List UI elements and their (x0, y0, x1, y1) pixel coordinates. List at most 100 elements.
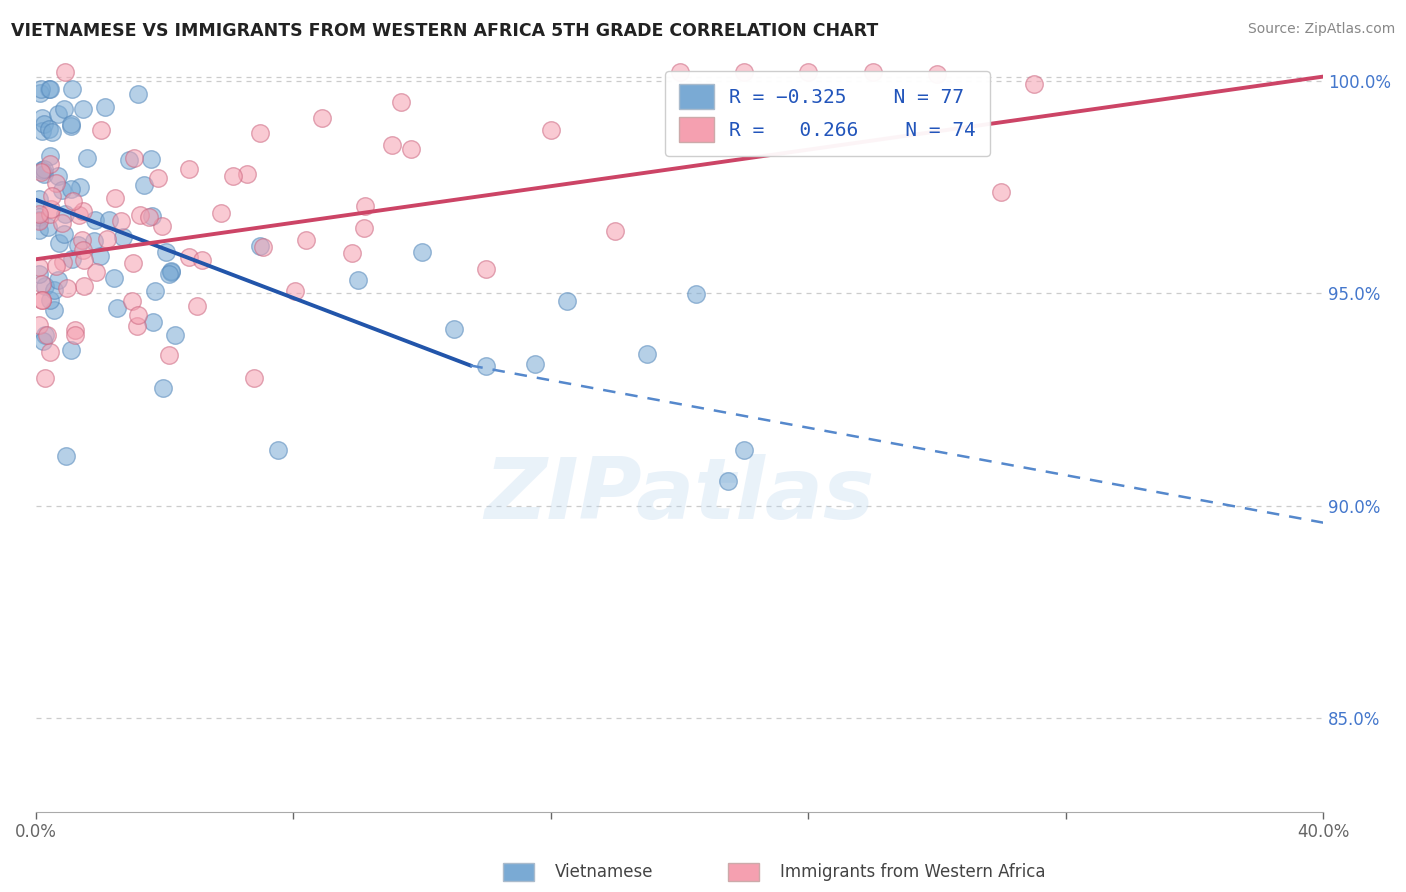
Point (39, 157, 62, 171)
Point (252, 240, 274, 254)
Point (117, 153, 139, 168)
Point (83, 234, 105, 248)
Point (523, 357, 546, 371)
Point (399, 142, 422, 156)
Point (346, 273, 368, 287)
Point (121, 294, 143, 309)
Point (51, 183, 73, 197)
Point (53, 65, 76, 79)
Point (443, 322, 465, 336)
Point (28, 207, 51, 221)
Point (28, 260, 51, 274)
Point (990, 185, 1012, 199)
Point (41, 202, 63, 216)
Point (48, 273, 70, 287)
Point (62, 82, 84, 96)
Point (28, 192, 51, 206)
Point (159, 263, 181, 277)
Point (134, 178, 156, 192)
Point (28, 213, 51, 227)
Point (475, 359, 498, 374)
Point (295, 233, 318, 247)
Point (125, 318, 148, 333)
Point (685, 286, 707, 301)
Point (249, 126, 271, 140)
Point (55, 449, 77, 463)
Point (73, 279, 96, 293)
Point (139, 152, 162, 166)
Point (59, 117, 82, 131)
Point (72, 102, 94, 116)
Point (353, 221, 375, 235)
Point (60, 343, 83, 357)
Point (48, 235, 70, 250)
Point (209, 206, 232, 220)
Point (28, 318, 51, 332)
Point (381, 138, 404, 153)
Point (389, 95, 412, 109)
Point (605, 224, 627, 238)
Point (38, 82, 60, 96)
Point (84, 213, 107, 227)
Point (146, 171, 169, 186)
Point (38, 121, 60, 136)
Point (41, 189, 63, 203)
Point (72, 203, 94, 218)
Point (129, 208, 152, 222)
Text: Vietnamese: Vietnamese (555, 863, 654, 881)
Point (53, 207, 76, 221)
Point (157, 267, 180, 281)
Point (28, 268, 51, 282)
Point (32, 334, 55, 349)
Point (34, 327, 56, 342)
Point (42, 303, 65, 318)
Point (65, 328, 87, 343)
Point (122, 151, 145, 165)
Point (249, 239, 271, 253)
Point (39, 293, 62, 308)
Point (141, 210, 163, 224)
Point (105, 301, 128, 316)
Point (90, 123, 112, 137)
Legend: R = −0.325    N = 77, R =   0.266    N = 74: R = −0.325 N = 77, R = 0.266 N = 74 (665, 70, 990, 156)
Point (55, 281, 77, 295)
Point (52, 255, 75, 269)
Point (32, 167, 55, 181)
Point (38, 344, 60, 359)
Point (733, 442, 755, 457)
Point (177, 250, 200, 264)
Point (127, 308, 149, 322)
Point (797, 65, 820, 79)
Point (94, 100, 117, 114)
Point (46, 169, 69, 183)
Point (72, 233, 94, 247)
Point (143, 284, 166, 298)
Point (45, 176, 67, 190)
Point (89, 249, 111, 263)
Point (222, 169, 245, 183)
Point (28, 211, 51, 225)
Point (32, 117, 55, 131)
Point (63, 323, 86, 337)
Point (1022, 77, 1045, 91)
Point (862, 65, 884, 79)
Point (69, 180, 91, 194)
Point (39, 82, 62, 96)
Point (67, 208, 90, 222)
Point (127, 87, 149, 102)
Text: VIETNAMESE VS IMMIGRANTS FROM WESTERN AFRICA 5TH GRADE CORRELATION CHART: VIETNAMESE VS IMMIGRANTS FROM WESTERN AF… (11, 22, 879, 40)
Point (104, 191, 127, 205)
Point (84, 265, 107, 279)
Point (142, 315, 165, 329)
Point (411, 245, 433, 260)
Point (340, 246, 363, 260)
Point (186, 299, 208, 313)
Point (267, 442, 290, 457)
Point (76, 151, 98, 165)
Point (31, 124, 53, 138)
Point (353, 199, 375, 213)
Point (45, 259, 67, 273)
Point (31, 293, 53, 307)
Point (236, 167, 259, 181)
Point (66, 237, 89, 252)
